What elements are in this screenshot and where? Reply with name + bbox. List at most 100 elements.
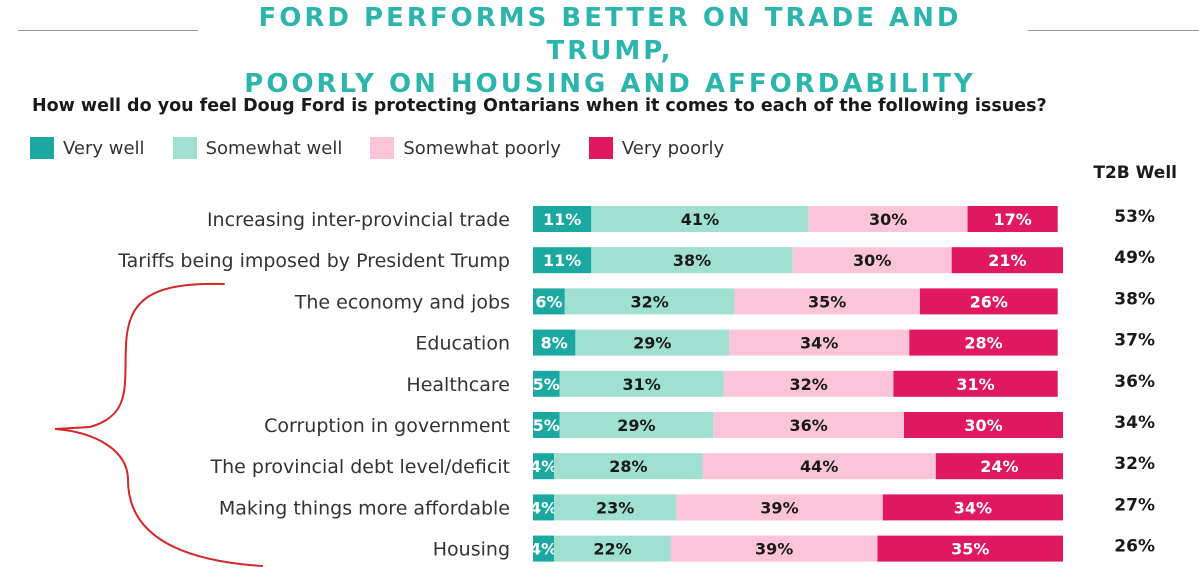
t2b-value: 34% (1114, 413, 1155, 433)
bar-segment-somewhat-well (591, 206, 809, 232)
title-rule-right (1028, 30, 1199, 31)
data-label: 28% (609, 457, 647, 476)
legend-item: Somewhat well (172, 137, 342, 159)
data-label: 34% (800, 334, 838, 353)
category-label: Making things more affordable (219, 497, 510, 519)
bar-segment-very-poorly (909, 329, 1058, 356)
data-label: 4% (530, 498, 557, 517)
bar-segment-very-poorly (877, 535, 1063, 562)
bar-segment-very-poorly (893, 370, 1058, 397)
legend-swatch (370, 137, 395, 159)
data-label: 29% (633, 334, 671, 353)
bar-segment-somewhat-well (554, 453, 703, 480)
t2b-value: 38% (1114, 289, 1155, 309)
legend-label: Somewhat poorly (403, 137, 561, 159)
data-label: 26% (970, 292, 1008, 311)
t2b-value: 53% (1114, 207, 1155, 227)
t2b-value: 32% (1114, 454, 1155, 474)
data-label: 23% (596, 498, 634, 517)
data-label: 30% (869, 210, 907, 229)
bar-segment-somewhat-poorly (734, 288, 920, 315)
chart-title-line1: FORD PERFORMS BETTER ON TRADE AND TRUMP, (258, 3, 962, 66)
data-label: 34% (954, 498, 992, 517)
data-label: 4% (530, 457, 557, 476)
t2b-value: 49% (1114, 248, 1155, 268)
data-label: 6% (535, 292, 562, 311)
category-label: Housing (433, 539, 510, 561)
data-label: 11% (543, 210, 581, 229)
bar-segment-somewhat-well (554, 535, 671, 562)
data-label: 38% (673, 251, 711, 270)
bar-segment-very-well (533, 494, 555, 521)
data-label: 24% (980, 457, 1018, 476)
data-label: 32% (630, 292, 668, 311)
t2b-value: 37% (1114, 331, 1155, 351)
category-label: Healthcare (406, 374, 510, 396)
bar-segment-somewhat-poorly (670, 535, 878, 562)
legend-swatch (588, 137, 613, 159)
category-label: Increasing inter-provincial trade (207, 209, 510, 231)
category-label: The economy and jobs (294, 291, 510, 313)
bar-segment-very-well (533, 370, 560, 397)
bar-segment-somewhat-well (559, 412, 714, 438)
data-label: 17% (994, 210, 1032, 229)
legend-swatch (172, 137, 197, 159)
t2b-value: 36% (1114, 372, 1155, 392)
data-label: 8% (541, 334, 568, 353)
data-label: 39% (760, 498, 798, 517)
bar-segment-very-well (533, 329, 576, 356)
data-label: 29% (617, 416, 655, 435)
data-label: 21% (988, 251, 1026, 270)
category-label: Corruption in government (264, 415, 510, 437)
data-label: 32% (789, 375, 827, 394)
t2b-value: 26% (1114, 537, 1155, 557)
bar-segment-somewhat-poorly (713, 412, 904, 438)
bar-segment-very-poorly (882, 494, 1063, 521)
bar-segment-very-well (533, 247, 592, 274)
data-label: 28% (964, 334, 1002, 353)
data-label: 11% (543, 251, 581, 270)
bar-segment-somewhat-poorly (723, 370, 894, 397)
bar-segment-somewhat-well (559, 370, 724, 397)
data-label: 30% (964, 416, 1002, 435)
data-label: 36% (789, 416, 827, 435)
legend: Very well Somewhat well Somewhat poorly Ver… (30, 134, 752, 162)
data-label: 5% (533, 416, 560, 435)
bar-segment-somewhat-well (564, 288, 735, 315)
data-label: 22% (593, 540, 631, 559)
legend-item: Very well (30, 137, 145, 159)
bar-segment-somewhat-well (591, 247, 793, 274)
bar-segment-very-poorly (904, 412, 1063, 438)
bar-segment-very-well (533, 206, 592, 232)
legend-swatch (30, 137, 54, 159)
category-label: The provincial debt level/deficit (210, 456, 510, 478)
data-label: 41% (681, 210, 719, 229)
data-label: 31% (623, 375, 661, 394)
legend-label: Very poorly (621, 137, 725, 159)
t2b-header: T2B Well (1093, 163, 1177, 183)
category-label: Education (415, 333, 510, 355)
legend-item: Very poorly (588, 137, 725, 159)
bar-segment-very-well (533, 535, 555, 562)
annotation-brace (54, 282, 263, 567)
data-label: 35% (808, 292, 846, 311)
bar-segment-somewhat-well (554, 494, 677, 521)
data-label: 5% (533, 375, 560, 394)
data-label: 30% (853, 251, 891, 270)
chart-title: FORD PERFORMS BETTER ON TRADE AND TRUMP,… (200, 2, 1020, 101)
t2b-value: 27% (1114, 495, 1155, 515)
data-label: 31% (956, 375, 994, 394)
survey-question: How well do you feel Doug Ford is protec… (32, 96, 1047, 116)
bar-segment-very-well (533, 453, 555, 480)
bar-segment-very-poorly (935, 453, 1063, 480)
category-label: Tariffs being imposed by President Trump (117, 250, 510, 272)
bar-segment-somewhat-poorly (676, 494, 883, 521)
bar-segment-very-poorly (967, 206, 1058, 232)
legend-item: Somewhat poorly (370, 137, 561, 159)
title-rule-left (18, 30, 198, 31)
data-label: 4% (530, 540, 557, 559)
bar-segment-somewhat-poorly (808, 206, 968, 232)
bar-segment-very-well (533, 288, 565, 315)
bar-segment-somewhat-poorly (792, 247, 952, 274)
